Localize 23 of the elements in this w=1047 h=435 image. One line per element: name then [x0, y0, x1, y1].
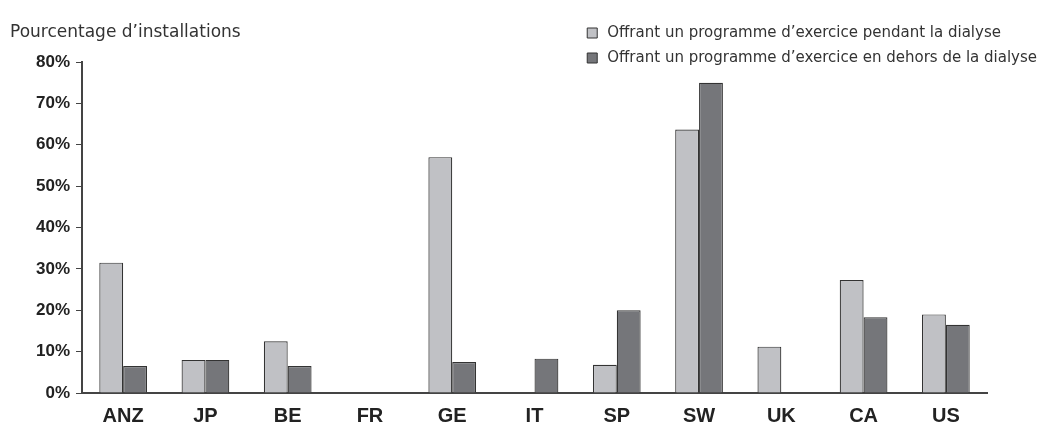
y-tick-label: 0% — [45, 382, 71, 402]
y-tick-label: 40% — [35, 217, 71, 237]
x-tick-label: SP — [603, 403, 631, 426]
y-axis-title: Pourcentage d’installations — [10, 21, 241, 42]
x-tick-label: UK — [766, 403, 797, 426]
legend-label: Offrant un programme d’exercice pendant la dialyse — [607, 22, 1001, 41]
y-tick-label: 70% — [35, 93, 71, 113]
x-tick-label: GE — [437, 403, 467, 426]
y-tick-label: 80% — [35, 51, 71, 71]
y-tick-label: 20% — [35, 299, 71, 319]
x-tick-label: ANZ — [102, 403, 144, 426]
x-tick-label: SW — [682, 403, 716, 426]
y-tick-label: 10% — [35, 341, 71, 361]
x-tick-label: IT — [525, 403, 544, 426]
x-tick-label: JP — [193, 403, 218, 426]
legend-label: Offrant un programme d’exercice en dehors de la dialyse — [607, 47, 1038, 66]
x-tick-label: FR — [356, 403, 384, 426]
x-tick-label: BE — [273, 403, 302, 426]
y-tick-label: 60% — [35, 134, 71, 154]
y-tick-label: 50% — [35, 175, 71, 195]
y-tick-label: 30% — [35, 258, 71, 278]
x-tick-label: US — [931, 403, 960, 426]
x-tick-label: CA — [849, 403, 879, 426]
